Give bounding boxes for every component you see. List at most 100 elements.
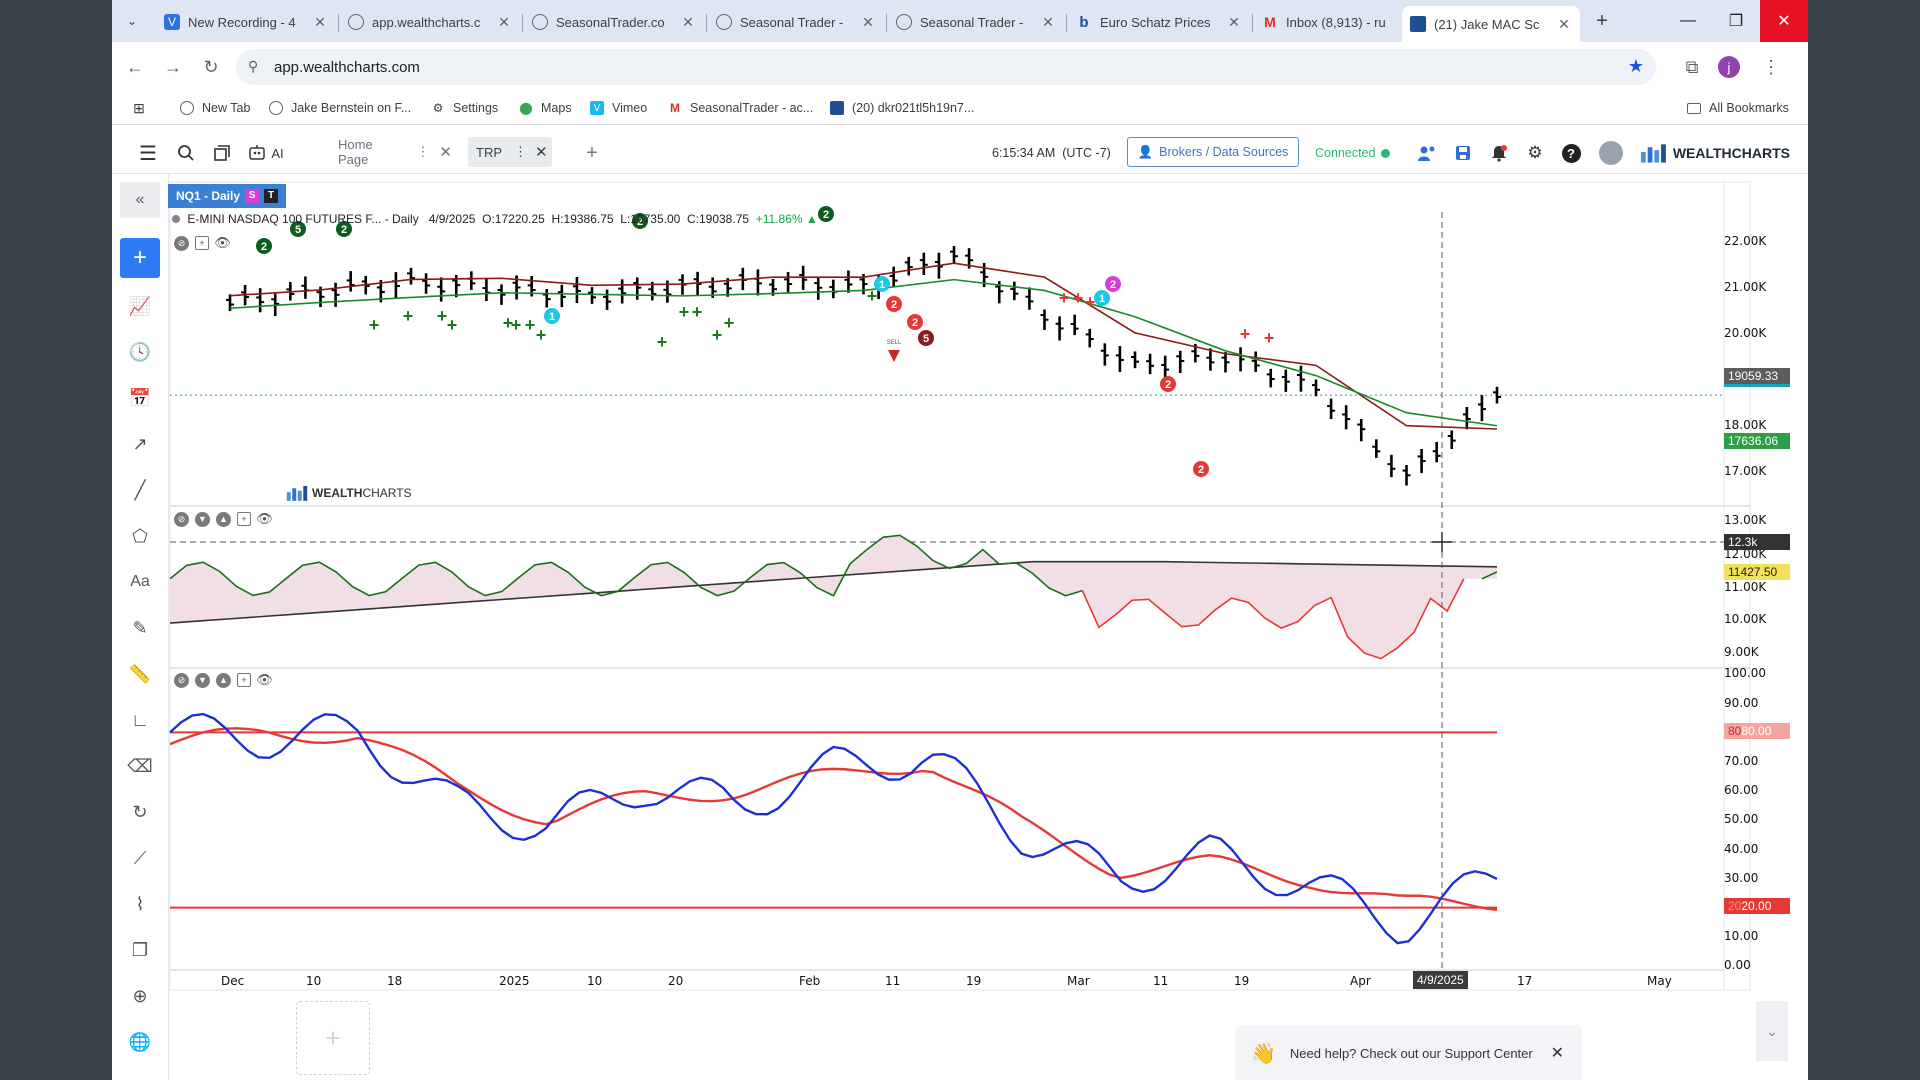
- bookmark-star-icon[interactable]: ★: [1627, 56, 1644, 76]
- close-icon[interactable]: ✕: [1550, 1045, 1564, 1062]
- extensions-puzzle-icon[interactable]: ⧉: [1685, 56, 1699, 77]
- bookmark-settings[interactable]: ⚙ Settings: [432, 101, 499, 115]
- close-icon[interactable]: ✕: [535, 144, 548, 161]
- chart-type-icon[interactable]: 📈: [128, 295, 152, 316]
- window-close-icon[interactable]: ✕: [1760, 0, 1808, 42]
- date-axis-label: 11: [1153, 974, 1169, 988]
- globe-icon: [269, 101, 283, 115]
- line-tool-icon[interactable]: ╱: [134, 479, 146, 500]
- url-text[interactable]: app.wealthcharts.com: [274, 58, 420, 76]
- hide-panel-icon[interactable]: ⊘: [174, 672, 189, 688]
- expand-chevron-icon[interactable]: ⌄: [1756, 1001, 1788, 1061]
- tab-menu-kebab-icon[interactable]: ⋮: [514, 144, 527, 159]
- vimeo-icon: V: [590, 101, 604, 115]
- hamburger-menu-icon[interactable]: ☰: [139, 142, 157, 165]
- browser-menu-kebab-icon[interactable]: ⋮: [1762, 56, 1780, 77]
- alerts-bell-icon[interactable]: [1487, 143, 1511, 163]
- add-button[interactable]: +: [120, 238, 160, 278]
- tab-new-recording[interactable]: V New Recording - 4 ✕: [156, 6, 336, 38]
- eraser-icon[interactable]: ⌫: [127, 755, 153, 776]
- price-axis-label: 21.00K: [1724, 280, 1767, 294]
- close-icon[interactable]: ✕: [439, 144, 452, 161]
- contacts-icon[interactable]: [1415, 143, 1439, 163]
- tab-seasonaltrader[interactable]: SeasonalTrader.co ✕: [524, 6, 704, 38]
- add-tab-plus-icon[interactable]: +: [586, 141, 598, 164]
- shapes-tool-icon[interactable]: ⬠: [132, 525, 148, 546]
- site-info-icon[interactable]: ⚲: [248, 58, 259, 74]
- signal-badge-number: 2: [1110, 279, 1116, 291]
- close-icon[interactable]: ✕: [682, 13, 694, 30]
- add-indicator-icon[interactable]: +: [237, 512, 251, 526]
- minimize-icon[interactable]: —: [1680, 12, 1696, 29]
- calendar-icon[interactable]: 📅: [128, 387, 152, 408]
- bookmark-jake-bernstein[interactable]: Jake Bernstein on F...: [269, 98, 411, 118]
- crosshair-icon[interactable]: ⊕: [132, 985, 148, 1006]
- account-avatar-icon[interactable]: [1597, 141, 1625, 165]
- brokers-data-sources-button[interactable]: 👤 Brokers / Data Sources: [1127, 137, 1299, 167]
- move-down-icon[interactable]: ▼: [195, 511, 210, 527]
- tab-wealthcharts[interactable]: app.wealthcharts.c ✕: [340, 6, 520, 38]
- close-icon[interactable]: ✕: [498, 13, 510, 30]
- move-down-icon[interactable]: ▼: [195, 672, 210, 688]
- close-icon[interactable]: ✕: [1558, 15, 1570, 32]
- angle-tool-icon[interactable]: ∟: [131, 709, 149, 730]
- bookmark-dkr[interactable]: (20) dkr021tl5h19n7...: [830, 98, 974, 118]
- close-icon[interactable]: ✕: [314, 13, 326, 30]
- bookmark-vimeo[interactable]: V Vimeo: [590, 98, 647, 118]
- hide-panel-icon[interactable]: ⊘: [174, 511, 189, 527]
- save-icon[interactable]: [1451, 143, 1475, 163]
- trend-icon[interactable]: ↗: [132, 433, 148, 454]
- close-icon[interactable]: ✕: [1042, 13, 1054, 30]
- tab-seasonal-trader-1[interactable]: Seasonal Trader - ✕: [708, 6, 884, 38]
- tab-seasonal-trader-2[interactable]: Seasonal Trader - ✕: [888, 6, 1064, 38]
- hide-panel-icon[interactable]: ⊘: [174, 235, 189, 251]
- tab-menu-kebab-icon[interactable]: ⋮: [416, 144, 430, 159]
- apps-grid-icon[interactable]: ⊞: [133, 99, 145, 116]
- line-chart-icon[interactable]: ⟋: [133, 847, 147, 868]
- globe-icon[interactable]: 🌐: [128, 1031, 152, 1052]
- reload-icon[interactable]: ↻: [203, 56, 219, 77]
- signal-badge-number: 5: [923, 333, 929, 345]
- move-up-icon[interactable]: ▲: [216, 672, 231, 688]
- add-indicator-icon[interactable]: +: [195, 236, 209, 250]
- back-arrow-icon[interactable]: ←: [126, 56, 144, 77]
- help-question-icon[interactable]: ?: [1559, 143, 1583, 163]
- restore-icon[interactable]: ❐: [1728, 13, 1744, 30]
- close-icon[interactable]: ✕: [862, 13, 874, 30]
- copy-layers-icon[interactable]: ❐: [131, 939, 149, 960]
- ruler-icon[interactable]: 📏: [128, 663, 152, 684]
- new-tab-plus-icon[interactable]: +: [1596, 9, 1608, 32]
- tab-jake-mac-active[interactable]: (21) Jake MAC Sc ✕: [1402, 6, 1580, 42]
- history-clock-icon[interactable]: 🕓: [128, 341, 152, 362]
- eye-icon[interactable]: 👁: [256, 511, 273, 526]
- search-icon[interactable]: [174, 143, 198, 163]
- collapse-panel-icon[interactable]: «: [120, 182, 160, 218]
- address-bar[interactable]: ⚲ app.wealthcharts.com ★: [236, 49, 1656, 85]
- text-tool-icon[interactable]: Aa: [130, 573, 150, 590]
- tab-search-chevron-icon[interactable]: ⌄: [126, 14, 138, 28]
- refresh-icon[interactable]: ↻: [132, 801, 148, 822]
- bookmark-new-tab[interactable]: New Tab: [180, 98, 250, 118]
- forward-arrow-icon[interactable]: →: [164, 56, 182, 77]
- ai-assistant-button[interactable]: AI: [246, 143, 286, 163]
- pattern-tool-icon[interactable]: ⌇: [135, 893, 145, 914]
- tab-euro-schatz[interactable]: b Euro Schatz Prices ✕: [1068, 6, 1250, 38]
- tab-trp[interactable]: TRP ⋮ ✕: [468, 137, 552, 167]
- settings-gear-icon[interactable]: ⚙: [1527, 143, 1543, 162]
- close-icon[interactable]: ✕: [1228, 13, 1240, 30]
- buy-plus-marker: +: [867, 286, 878, 306]
- bookmark-seasonaltrader[interactable]: M SeasonalTrader - ac...: [670, 101, 814, 115]
- add-indicator-icon[interactable]: +: [237, 673, 251, 687]
- move-up-icon[interactable]: ▲: [216, 511, 231, 527]
- pencil-icon[interactable]: ✎: [132, 617, 148, 638]
- profile-avatar[interactable]: j: [1718, 56, 1740, 78]
- all-bookmarks[interactable]: All Bookmarks: [1687, 98, 1789, 118]
- add-panel-button[interactable]: +: [296, 1001, 370, 1075]
- bookmark-maps[interactable]: ⬤ Maps: [519, 101, 572, 115]
- layouts-icon[interactable]: [210, 143, 234, 163]
- eye-icon[interactable]: 👁: [256, 672, 273, 687]
- symbol-tag[interactable]: NQ1 - Daily S T: [168, 184, 287, 208]
- tab-home-page[interactable]: Home Page ⋮ ✕: [338, 137, 452, 167]
- eye-icon[interactable]: 👁: [214, 235, 231, 250]
